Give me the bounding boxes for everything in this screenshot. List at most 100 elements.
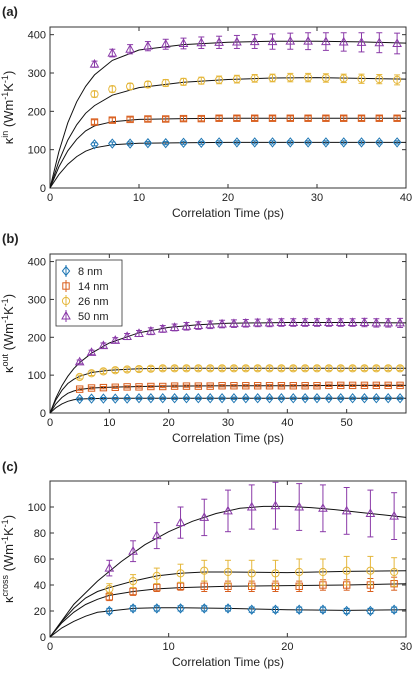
y-tick-label: 200: [28, 332, 46, 344]
data-point: [301, 364, 310, 373]
y-tick-label: 400: [28, 30, 46, 42]
data-point: [289, 364, 298, 373]
data-point: [194, 393, 203, 404]
y-tick-label: 200: [28, 106, 46, 118]
y-tick-label: 0: [40, 408, 46, 420]
data-point: [271, 604, 280, 615]
data-point: [294, 501, 305, 511]
data-point: [341, 505, 352, 515]
fit-curve: [49, 570, 407, 638]
data-point: [135, 383, 143, 391]
fit-curve: [49, 117, 406, 189]
data-point: [313, 382, 321, 390]
data-point: [321, 36, 331, 46]
x-tick-label: 40: [281, 417, 293, 429]
data-point: [253, 364, 262, 373]
data-point: [143, 40, 153, 50]
data-point: [383, 393, 393, 404]
data-point: [162, 115, 170, 123]
data-point: [153, 583, 161, 592]
data-point: [241, 393, 251, 404]
x-tick-label: 0: [47, 417, 53, 429]
data-point: [176, 582, 185, 590]
data-point: [286, 73, 295, 82]
series-1: [49, 603, 407, 638]
data-point: [366, 566, 375, 575]
data-point: [324, 317, 334, 327]
data-point: [87, 393, 96, 404]
data-point: [111, 393, 120, 404]
data-point: [294, 604, 304, 615]
data-point: [232, 137, 242, 148]
data-point: [107, 47, 118, 57]
data-point: [143, 80, 152, 89]
data-point: [105, 584, 114, 594]
data-point: [253, 393, 262, 404]
data-point: [252, 317, 263, 327]
data-point: [87, 369, 96, 378]
data-point: [289, 393, 298, 404]
data-point: [268, 114, 277, 122]
data-point: [303, 137, 313, 148]
data-point: [366, 605, 375, 617]
data-point: [89, 58, 100, 68]
data-point: [90, 118, 99, 126]
legend-label: 14 nm: [78, 281, 109, 293]
data-point: [357, 114, 366, 122]
data-point: [125, 138, 135, 149]
data-point: [295, 567, 304, 577]
data-point: [247, 604, 256, 615]
data-point: [75, 393, 84, 405]
data-point: [250, 137, 259, 148]
data-point: [170, 364, 179, 373]
data-point: [99, 383, 108, 392]
data-point: [277, 382, 286, 390]
data-point: [134, 393, 144, 404]
panel-label: (c): [2, 459, 18, 474]
data-point: [170, 393, 179, 404]
data-point: [111, 383, 119, 391]
data-point: [229, 364, 239, 373]
data-point: [384, 364, 393, 373]
plot-frame: [49, 26, 407, 189]
data-point: [277, 364, 286, 373]
data-point: [214, 137, 224, 148]
data-point: [240, 318, 251, 327]
data-point: [247, 569, 256, 578]
data-point: [176, 603, 185, 614]
data-point: [159, 382, 167, 391]
x-tick-label: 40: [400, 192, 412, 204]
data-point: [87, 384, 96, 392]
data-point: [264, 317, 275, 327]
data-point: [359, 317, 370, 327]
data-point: [206, 382, 214, 390]
series-4: [49, 317, 407, 414]
data-point: [285, 35, 296, 45]
data-point: [303, 35, 313, 45]
data-point: [223, 603, 233, 614]
y-tick-label: 60: [34, 554, 46, 566]
data-point: [205, 393, 215, 404]
data-point: [143, 137, 153, 149]
data-point: [265, 382, 274, 390]
data-point: [365, 508, 376, 517]
data-point: [393, 114, 401, 122]
data-point: [301, 382, 309, 390]
data-point: [99, 367, 108, 376]
data-point: [338, 36, 349, 46]
y-axis-label: κin (Wm-1K-1): [0, 71, 16, 145]
data-point: [200, 582, 208, 590]
data-point: [392, 38, 402, 47]
data-point: [90, 89, 99, 99]
y-axis-label: κout (Wm-1K-1): [0, 294, 16, 373]
data-point: [179, 114, 188, 123]
data-point: [347, 317, 358, 327]
data-point: [157, 323, 168, 333]
data-point: [129, 587, 137, 596]
data-point: [393, 75, 402, 85]
data-point: [104, 562, 115, 572]
legend: 8 nm 14 nm 26 nm 50 nm: [55, 259, 123, 327]
panel-label: (b): [2, 231, 19, 246]
data-point: [123, 383, 131, 391]
data-point: [215, 75, 224, 85]
